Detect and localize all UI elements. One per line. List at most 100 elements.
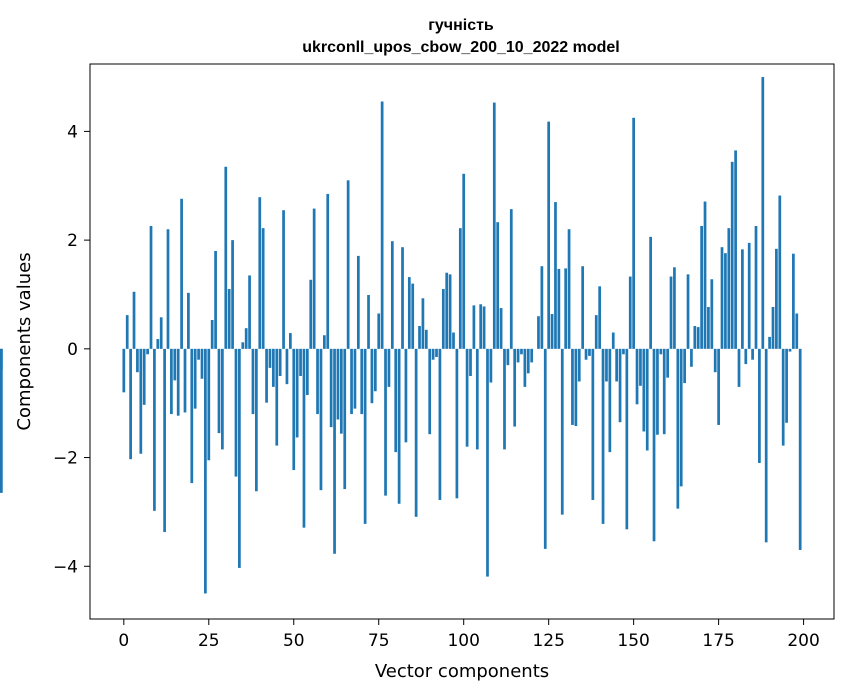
bar <box>581 266 584 349</box>
bar <box>568 229 571 349</box>
bar <box>544 349 547 549</box>
bar <box>211 320 214 349</box>
bar <box>564 268 567 348</box>
bar <box>462 174 465 349</box>
bar <box>160 317 163 349</box>
bar <box>258 197 261 349</box>
bar <box>187 293 190 349</box>
bar <box>663 349 666 434</box>
bar <box>527 349 530 373</box>
bar <box>449 274 452 348</box>
bar <box>316 349 319 414</box>
bar <box>360 349 363 414</box>
bar <box>153 349 156 511</box>
bar <box>296 349 299 438</box>
bar <box>469 349 472 376</box>
bar <box>326 194 329 349</box>
bar <box>221 349 224 450</box>
bar <box>292 349 295 470</box>
bar <box>789 349 792 352</box>
bar <box>639 349 642 386</box>
bar <box>530 349 533 363</box>
y-axis-label: Components values <box>14 252 35 430</box>
bar <box>724 253 727 349</box>
bar <box>269 349 272 368</box>
bar <box>122 349 125 392</box>
bar <box>228 289 231 349</box>
bar <box>687 274 690 348</box>
bar <box>146 349 149 354</box>
bar <box>309 280 312 349</box>
bar <box>394 349 397 452</box>
bar <box>408 277 411 349</box>
bar <box>700 226 703 349</box>
bar <box>241 342 244 349</box>
bar <box>500 308 503 349</box>
bar <box>731 162 734 349</box>
bar <box>275 349 278 446</box>
bar <box>585 349 588 360</box>
bar <box>632 118 635 349</box>
bar <box>374 349 377 391</box>
bar <box>710 279 713 349</box>
bar <box>459 228 462 349</box>
bar <box>391 241 394 349</box>
bar <box>761 77 764 349</box>
bar <box>721 247 724 349</box>
bar <box>350 349 353 414</box>
bar <box>629 277 632 349</box>
bar <box>432 349 435 360</box>
bar <box>693 326 696 349</box>
bar <box>547 122 550 349</box>
bar <box>452 333 455 349</box>
bar <box>313 209 316 349</box>
bar <box>690 349 693 367</box>
bar <box>653 349 656 541</box>
bar <box>717 349 720 425</box>
bar <box>782 349 785 446</box>
bar <box>727 228 730 349</box>
bar <box>289 333 292 349</box>
bar <box>683 349 686 383</box>
bar <box>428 349 431 434</box>
bar <box>598 286 601 349</box>
bar <box>224 167 227 349</box>
bar <box>214 251 217 349</box>
bar <box>435 349 438 357</box>
bar <box>496 222 499 349</box>
bar <box>286 349 289 384</box>
bar <box>768 337 771 349</box>
bar <box>758 349 761 463</box>
bar <box>578 349 581 382</box>
bar <box>697 327 700 349</box>
bar <box>136 349 139 372</box>
x-tick-label: 0 <box>118 631 129 651</box>
bar <box>299 349 302 376</box>
bar <box>642 349 645 432</box>
bar <box>755 226 758 349</box>
bar <box>425 330 428 349</box>
chart-subtitle: ukrconll_upos_cbow_200_10_2022 model <box>302 39 619 56</box>
bar <box>0 349 3 370</box>
bar <box>595 315 598 349</box>
bar <box>792 254 795 349</box>
bar <box>422 298 425 349</box>
bar <box>772 307 775 349</box>
x-tick-label: 50 <box>283 631 305 651</box>
bar <box>670 277 673 349</box>
bar <box>177 349 180 416</box>
bar <box>588 349 591 356</box>
bar <box>167 229 170 349</box>
bar <box>173 349 176 381</box>
bar <box>190 349 193 483</box>
bar <box>751 349 754 360</box>
bar <box>524 349 527 387</box>
bar <box>248 275 251 348</box>
x-tick-label: 125 <box>532 631 564 651</box>
bar <box>320 349 323 490</box>
bar <box>785 349 788 423</box>
bar <box>377 314 380 349</box>
bar <box>333 349 336 554</box>
bar <box>371 349 374 403</box>
